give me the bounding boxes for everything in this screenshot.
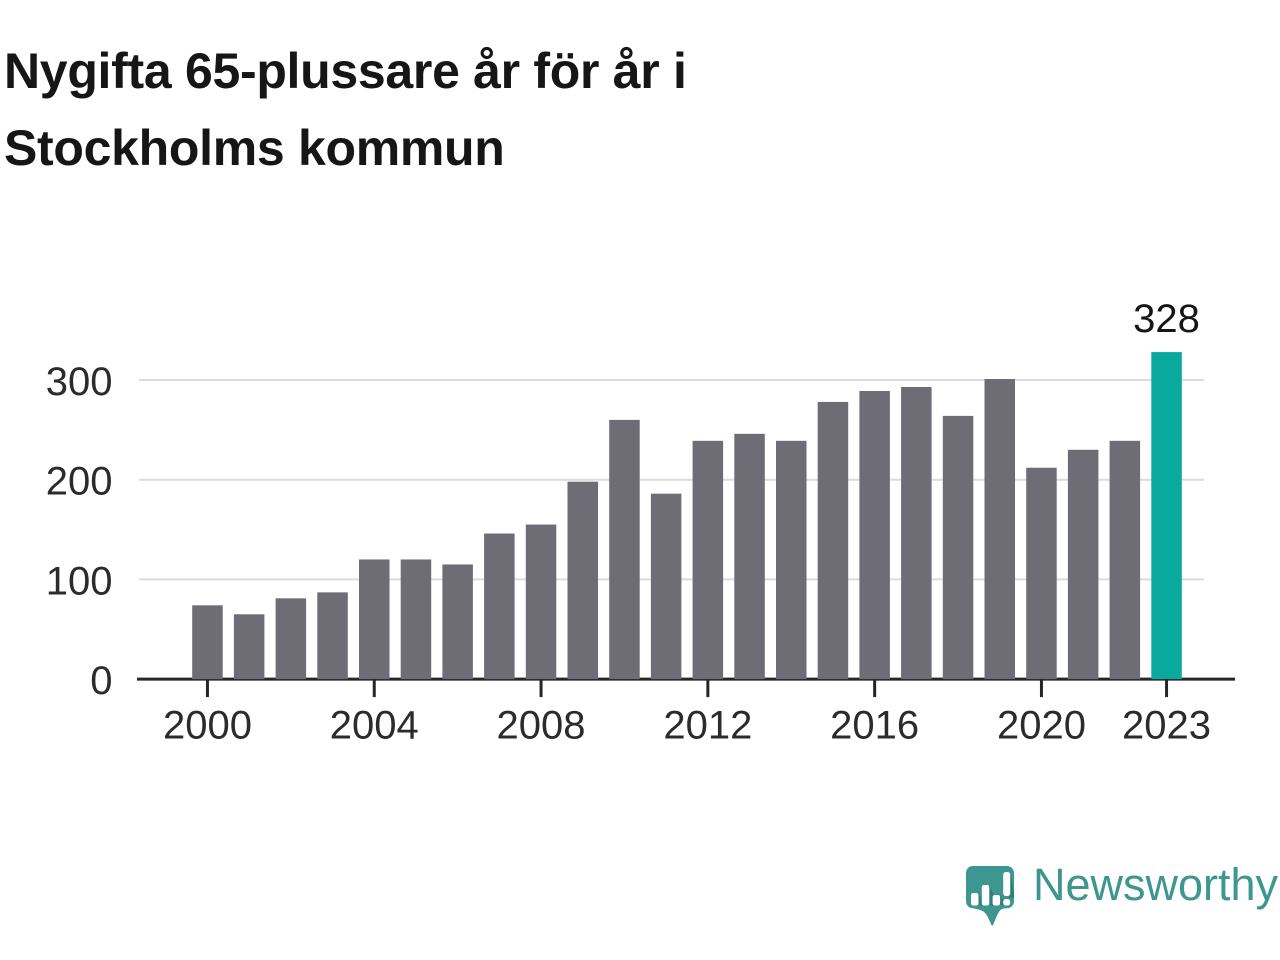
svg-text:2020: 2020 <box>997 704 1086 748</box>
svg-text:2023: 2023 <box>1122 704 1211 748</box>
svg-text:328: 328 <box>1133 297 1200 341</box>
svg-text:2012: 2012 <box>663 704 752 748</box>
svg-text:300: 300 <box>46 360 113 404</box>
svg-text:2000: 2000 <box>163 704 252 748</box>
svg-text:100: 100 <box>46 559 113 603</box>
svg-text:2008: 2008 <box>497 704 586 748</box>
svg-text:2004: 2004 <box>330 704 419 748</box>
svg-text:0: 0 <box>90 659 112 703</box>
svg-text:2016: 2016 <box>830 704 919 748</box>
svg-text:200: 200 <box>46 460 113 504</box>
